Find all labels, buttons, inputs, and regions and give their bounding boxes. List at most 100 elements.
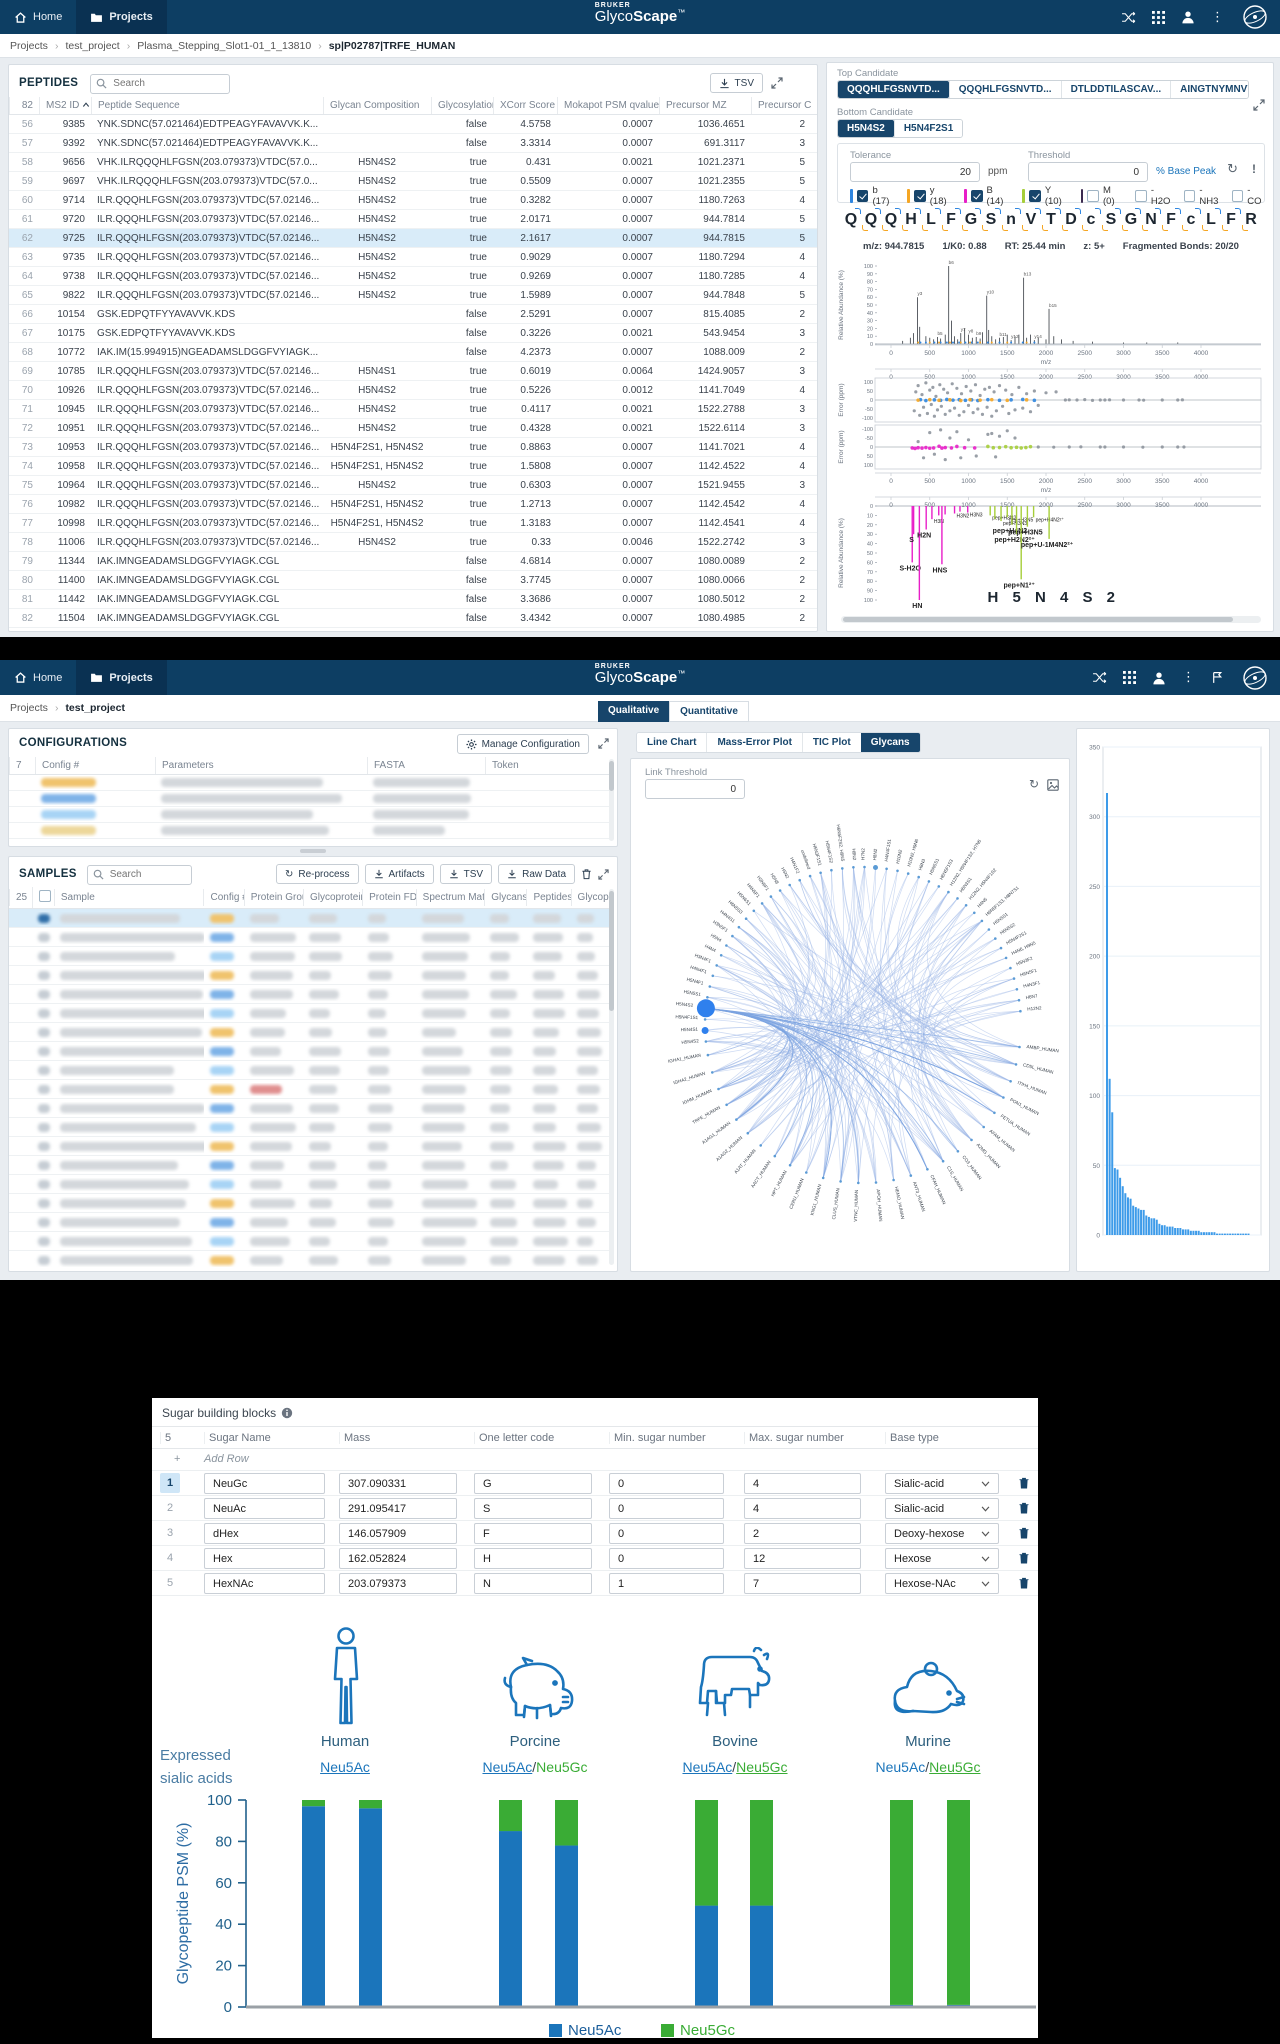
peptide-row[interactable]: 77 10998 ILR.QQQHLFGSN(203.079373)VTDC(57.… xyxy=(9,514,817,533)
base-type-select[interactable]: Sialic-acid xyxy=(885,1498,999,1519)
min-sugar-input[interactable]: 0 xyxy=(609,1523,724,1544)
neu5gc-link[interactable]: Neu5Gc xyxy=(536,1759,588,1775)
peptide-row[interactable]: 69 10785 ILR.QQQHLFGSN(203.079373)VTDC(57.… xyxy=(9,362,817,381)
panel-resize-handle[interactable] xyxy=(300,849,326,853)
checkbox[interactable] xyxy=(970,190,983,202)
vertical-scrollbar[interactable] xyxy=(609,759,614,841)
mass-input[interactable]: 203.079373 xyxy=(339,1573,457,1594)
column-header[interactable]: Protein Groups xyxy=(243,889,303,906)
tab-quantitative[interactable]: Quantitative xyxy=(669,701,749,722)
artifacts-button[interactable]: Artifacts xyxy=(364,864,434,884)
neu5ac-link[interactable]: Neu5Ac xyxy=(875,1759,926,1775)
tab-glycans[interactable]: Glycans xyxy=(860,733,920,752)
peptide-row[interactable]: 56 9385 YNK.SDNC(57.021464)EDTPEAGYFAVAVVK… xyxy=(9,115,817,134)
expand-icon[interactable] xyxy=(1253,99,1265,111)
user-icon[interactable] xyxy=(1181,10,1195,24)
peptide-row[interactable]: 70 10926 ILR.QQQHLFGSN(203.079373)VTDC(57.… xyxy=(9,381,817,400)
sugar-row[interactable]: 3 dHex 146.057909 F 0 2 Deoxy-hexose xyxy=(152,1521,1038,1546)
one-letter-code-input[interactable]: N xyxy=(474,1573,592,1594)
sample-row[interactable] xyxy=(9,1194,609,1213)
sample-row[interactable] xyxy=(9,1213,609,1232)
column-header[interactable]: Precursor Charge xyxy=(751,97,811,114)
export-image-icon[interactable] xyxy=(1047,779,1059,791)
peptide-row[interactable]: 73 10953 ILR.QQQHLFGSN(203.079373)VTDC(57.… xyxy=(9,438,817,457)
min-sugar-input[interactable]: 0 xyxy=(609,1473,724,1494)
top-candidate-chip[interactable]: QQQHLFGSNVTD... xyxy=(838,81,949,98)
sample-row[interactable] xyxy=(9,1042,609,1061)
checkbox[interactable] xyxy=(1183,190,1196,202)
column-header[interactable]: FASTA xyxy=(367,757,485,774)
sample-row[interactable] xyxy=(9,966,609,985)
column-header[interactable]: Spectrum Match xyxy=(415,889,484,906)
peptide-row[interactable]: 68 10772 IAK.IM(15.994915)NGEADAMSLDGGFVYI… xyxy=(9,343,817,362)
expand-icon[interactable] xyxy=(598,868,609,880)
top-candidate-chip[interactable]: DTLDDTILASCAV... xyxy=(1060,81,1171,98)
peptide-row[interactable]: 74 10958 ILR.QQQHLFGSN(203.079373)VTDC(57.… xyxy=(9,457,817,476)
peptide-row[interactable]: 59 9697 VHK.ILRQQQHLFGSN(203.079373)VTDC(5… xyxy=(9,172,817,191)
checkbox[interactable] xyxy=(1029,190,1041,202)
peptide-row[interactable]: 72 10951 ILR.QQQHLFGSN(203.079373)VTDC(57.… xyxy=(9,419,817,438)
one-letter-code-input[interactable]: S xyxy=(474,1498,592,1519)
peptide-row[interactable]: 58 9656 VHK.ILRQQQHLFGSN(203.079373)VTDC(5… xyxy=(9,153,817,172)
sugar-row[interactable]: 5 HexNAc 203.079373 N 1 7 Hexose-NAc xyxy=(152,1571,1038,1596)
peptide-row[interactable]: 75 10964 ILR.QQQHLFGSN(203.079373)VTDC(57.… xyxy=(9,476,817,495)
nav-projects[interactable]: Projects xyxy=(76,0,167,34)
nav-home[interactable]: Home xyxy=(0,0,76,34)
max-sugar-input[interactable]: 7 xyxy=(744,1573,861,1594)
base-peak-link[interactable]: % Base Peak xyxy=(1156,166,1217,177)
configuration-row[interactable] xyxy=(9,823,609,839)
sample-row[interactable] xyxy=(9,1080,609,1099)
sample-row[interactable] xyxy=(9,1232,609,1251)
raw-data-button[interactable]: Raw Data xyxy=(498,864,575,884)
peptide-row[interactable]: 57 9392 YNK.SDNC(57.021464)EDTPEAGYFAVAVVK… xyxy=(9,134,817,153)
trash-icon[interactable] xyxy=(1018,1526,1030,1545)
sample-row[interactable] xyxy=(9,1175,609,1194)
max-sugar-input[interactable]: 4 xyxy=(744,1498,861,1519)
peptide-row[interactable]: 79 11344 IAK.IMNGEADAMSLDGGFVYIAGK.CGL fals… xyxy=(9,552,817,571)
workflow-icon[interactable] xyxy=(1121,11,1136,24)
column-header[interactable]: Glycoproteins xyxy=(302,889,362,906)
column-header[interactable]: Sample xyxy=(53,889,204,906)
ion-toggle[interactable]: B (14) xyxy=(964,185,1011,207)
expand-icon[interactable] xyxy=(598,738,609,749)
horizontal-scrollbar[interactable] xyxy=(841,616,1261,623)
neu5gc-link[interactable]: Neu5Gc xyxy=(929,1759,981,1775)
trash-icon[interactable] xyxy=(1018,1551,1030,1570)
select-all-checkbox[interactable] xyxy=(39,890,52,902)
column-header[interactable]: Glycans xyxy=(484,889,526,906)
tab-qualitative[interactable]: Qualitative xyxy=(598,701,670,722)
column-header[interactable]: Config # xyxy=(203,889,244,906)
neu5ac-link[interactable]: Neu5Ac xyxy=(320,1759,370,1775)
trash-icon[interactable] xyxy=(581,868,592,880)
base-type-select[interactable]: Sialic-acid xyxy=(885,1473,999,1494)
apps-grid-icon[interactable] xyxy=(1152,10,1165,24)
threshold-input[interactable] xyxy=(1028,162,1148,182)
sample-row[interactable] xyxy=(9,1023,609,1042)
top-candidate-chip[interactable]: QQQHLFGSNVTD... xyxy=(948,81,1061,98)
column-header[interactable]: Mokapot PSM qvalue xyxy=(557,97,659,114)
sample-row[interactable] xyxy=(9,947,609,966)
min-sugar-input[interactable]: 1 xyxy=(609,1573,724,1594)
re-process-button[interactable]: ↻ Re-process xyxy=(275,864,359,884)
peptide-row[interactable]: 78 11006 ILR.QQQHLFGSN(203.079373)VTDC(57.… xyxy=(9,533,817,552)
kebab-menu-icon[interactable]: ⋮ xyxy=(1182,670,1195,685)
tolerance-input[interactable] xyxy=(850,162,980,182)
mass-input[interactable]: 146.057909 xyxy=(339,1523,457,1544)
breadcrumb-run[interactable]: Plasma_Stepping_Slot1-01_1_13810 xyxy=(137,39,312,52)
trash-icon[interactable] xyxy=(1018,1576,1030,1595)
column-header[interactable]: Token xyxy=(485,757,595,774)
ion-toggle[interactable]: -H2O xyxy=(1135,185,1172,207)
column-header[interactable]: Peptides xyxy=(526,889,571,906)
sugar-name-input[interactable]: NeuAc xyxy=(204,1498,325,1519)
peptide-row[interactable]: 80 11400 IAK.IMNGEADAMSLDGGFVYIAGK.CGL fals… xyxy=(9,571,817,590)
peptides-search-input[interactable] xyxy=(90,73,231,94)
tab-mass-error-plot[interactable]: Mass-Error Plot xyxy=(706,733,802,752)
refresh-icon[interactable]: ↻ xyxy=(1028,777,1039,791)
vertical-scrollbar[interactable] xyxy=(609,889,614,1265)
sample-row[interactable] xyxy=(9,1061,609,1080)
peptide-row[interactable]: 62 9725 ILR.QQQHLFGSN(203.079373)VTDC(57.0… xyxy=(9,229,817,248)
column-header[interactable]: Protein FDR xyxy=(362,889,416,906)
peptide-row[interactable]: 64 9738 ILR.QQQHLFGSN(203.079373)VTDC(57.0… xyxy=(9,267,817,286)
max-sugar-input[interactable]: 4 xyxy=(744,1473,861,1494)
kebab-menu-icon[interactable]: ⋮ xyxy=(1211,9,1224,25)
